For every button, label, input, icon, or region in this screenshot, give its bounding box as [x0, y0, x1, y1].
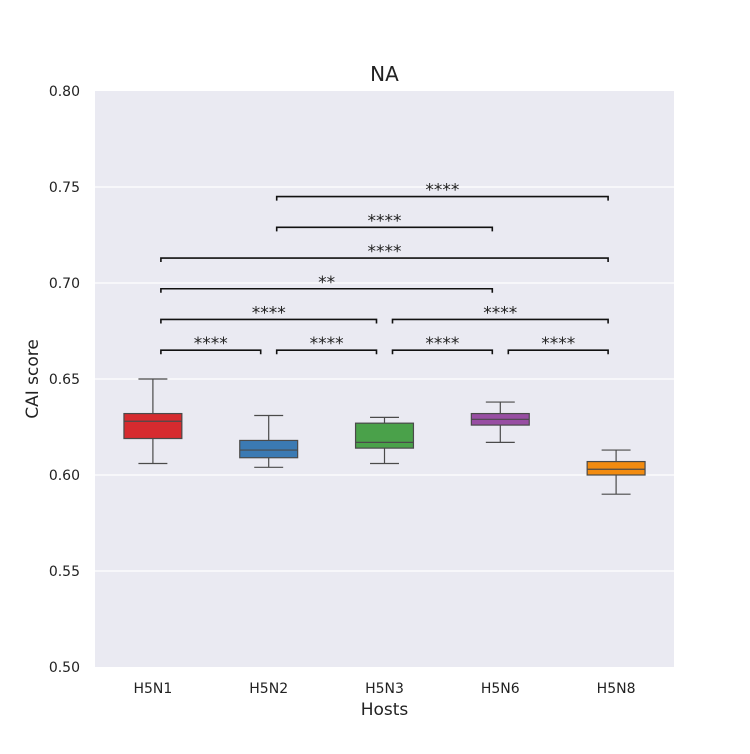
chart-title: NA: [370, 62, 399, 86]
bracket-line: [160, 257, 609, 263]
bracket-line: [160, 287, 494, 293]
significance-label: ****: [194, 334, 228, 354]
bracket-line: [275, 195, 609, 201]
significance-bracket: ****: [160, 303, 378, 324]
x-tick-label: H5N8: [597, 681, 636, 697]
y-tick-label: 0.70: [49, 276, 80, 292]
bracket-line: [391, 318, 609, 324]
box-h5n1: [123, 378, 183, 465]
y-tick-label: 0.60: [49, 468, 80, 484]
significance-label: **: [318, 273, 335, 293]
x-tick-label: H5N2: [249, 681, 288, 697]
box-h5n6: [470, 401, 530, 443]
box-iqr: [239, 439, 299, 459]
significance-label: ****: [425, 181, 459, 201]
y-axis-label: CAI score: [23, 339, 43, 419]
box-h5n2: [239, 414, 299, 468]
y-tick-label: 0.80: [49, 84, 80, 100]
x-tick-label: H5N3: [365, 681, 404, 697]
x-axis-ticks: H5N1 H5N2 H5N3 H5N6 H5N8: [133, 681, 635, 697]
significance-bracket: ****: [275, 211, 494, 232]
y-tick-label: 0.50: [49, 660, 80, 676]
grid-lines: [95, 186, 674, 572]
boxes: [123, 378, 646, 495]
significance-label: ****: [368, 242, 402, 262]
significance-bracket: ****: [275, 181, 609, 201]
bracket-line: [160, 349, 262, 355]
significance-bracket: ****: [160, 334, 262, 355]
bracket-line: [160, 318, 378, 324]
x-tick-label: H5N6: [481, 681, 520, 697]
x-tick-label: H5N1: [133, 681, 172, 697]
bracket-line: [275, 226, 494, 232]
box-iqr: [586, 460, 646, 476]
significance-label: ****: [541, 334, 575, 354]
bracket-line: [275, 349, 378, 355]
box-h5n3: [354, 416, 415, 465]
significance-bracket: **: [160, 273, 494, 293]
significance-label: ****: [368, 211, 402, 231]
significance-label: ****: [425, 334, 459, 354]
box-h5n8: [586, 449, 646, 495]
significance-label: ****: [483, 303, 517, 323]
significance-bracket: ****: [391, 303, 609, 324]
significance-label: ****: [252, 303, 286, 323]
significance-bracket: ****: [275, 334, 378, 355]
y-tick-label: 0.75: [49, 180, 80, 196]
significance-bracket: ****: [160, 242, 609, 263]
significance-label: ****: [310, 334, 344, 354]
x-axis-label: Hosts: [361, 700, 409, 720]
bracket-line: [391, 349, 494, 355]
significance-bracket: ****: [507, 334, 609, 355]
significance-annotations: **** **** **** ******** ******************: [160, 181, 609, 355]
y-axis-ticks: 0.50 0.55 0.60 0.65 0.70 0.75 0.80: [49, 84, 80, 676]
y-tick-label: 0.65: [49, 372, 80, 388]
significance-bracket: ****: [391, 334, 494, 355]
bracket-line: [507, 349, 609, 355]
box-iqr: [354, 422, 415, 449]
y-tick-label: 0.55: [49, 564, 80, 580]
box-iqr: [123, 412, 183, 440]
